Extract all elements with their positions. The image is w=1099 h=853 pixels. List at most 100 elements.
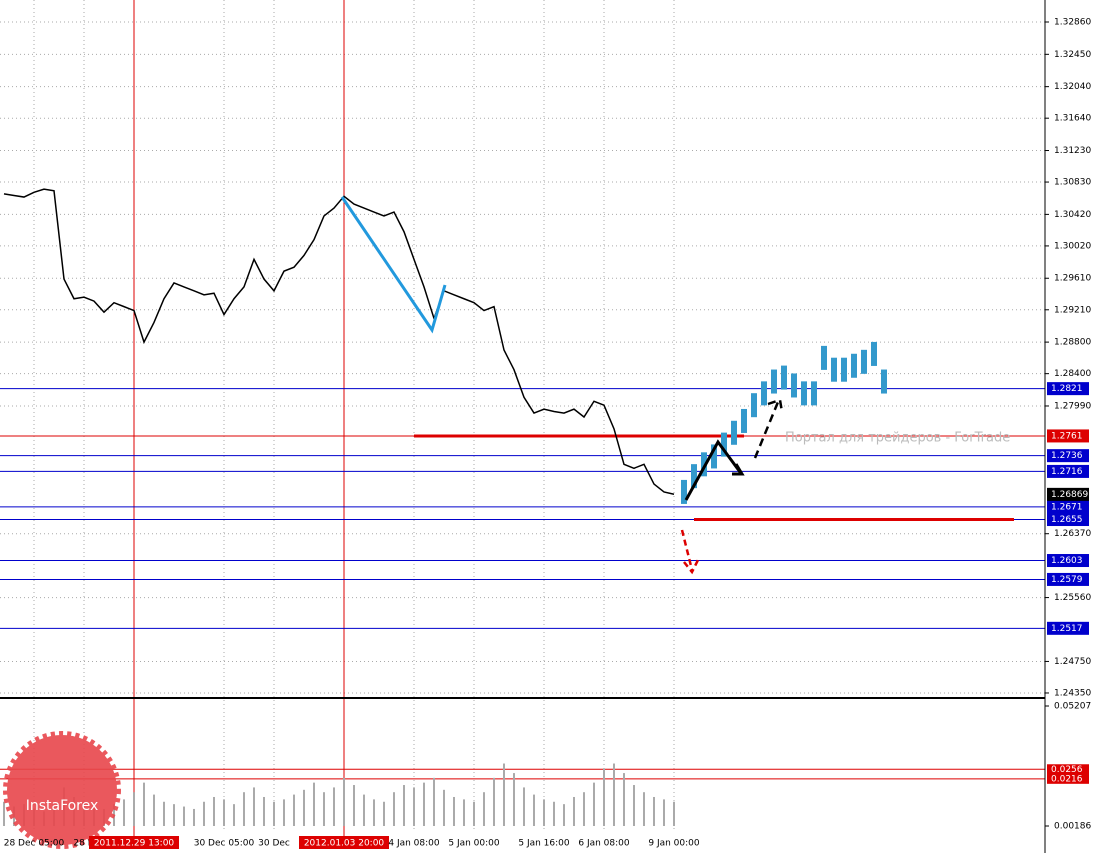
- volume-bar: [353, 785, 355, 826]
- volume-bar: [293, 794, 295, 826]
- volume-bar: [123, 799, 125, 826]
- x-tick-label: 5 Jan 00:00: [448, 839, 500, 849]
- level-label: 1.2716: [1051, 467, 1083, 477]
- volume-bar: [263, 796, 265, 826]
- level-label-bg: [1047, 382, 1089, 396]
- price-line: [3, 188, 675, 496]
- projection-bar: [681, 479, 687, 504]
- x-tick-label: 2012.01.03 20:00: [304, 839, 385, 849]
- volume-bar: [573, 796, 575, 826]
- level-label: 1.2603: [1051, 556, 1083, 566]
- level-label-bg: [1047, 449, 1089, 463]
- volume-bar: [313, 782, 315, 826]
- arrow-up: [684, 439, 745, 501]
- vol-level-bg: [1047, 764, 1089, 775]
- projection-bar: [691, 464, 697, 489]
- level-label: 1.2579: [1051, 575, 1083, 585]
- projection-bar: [841, 357, 847, 382]
- volume-bar: [443, 789, 445, 826]
- volume-bar: [233, 804, 235, 826]
- x-tick-label: 5 Jan 16:00: [518, 839, 570, 849]
- logo: InstaForex: [3, 731, 121, 849]
- volume-bar: [413, 787, 415, 826]
- volume-bar: [513, 773, 515, 826]
- vol-level-label: 0.0256: [1051, 765, 1083, 775]
- y-tick-label: 1.29610: [1054, 274, 1091, 284]
- volume-bar: [463, 799, 465, 826]
- y-tick-label: 1.32450: [1054, 50, 1091, 60]
- level-label: 1.2517: [1051, 624, 1083, 634]
- projection-bar: [771, 369, 777, 394]
- level-label: 1.2671: [1051, 502, 1083, 512]
- y-tick-label: 1.28800: [1054, 338, 1091, 348]
- volume-bar: [623, 773, 625, 826]
- volume-bar: [383, 801, 385, 826]
- volume-bar: [283, 799, 285, 826]
- volume-bar: [493, 777, 495, 826]
- volume-bar: [503, 763, 505, 826]
- level-label-bg: [1047, 429, 1089, 443]
- y-tick-label: 1.30830: [1054, 178, 1091, 188]
- vol-level-bg: [1047, 773, 1089, 784]
- y-tick-label: 1.28400: [1054, 369, 1091, 379]
- volume-bar: [403, 785, 405, 826]
- marker-label-bg: [89, 836, 179, 849]
- level-label-bg: [1047, 500, 1089, 514]
- volume-bar: [173, 804, 175, 826]
- projection-bar: [811, 381, 817, 406]
- volume-bar: [453, 796, 455, 826]
- x-tick-label: 30 Dec 05:00: [194, 839, 255, 849]
- projection-bar: [831, 357, 837, 382]
- projection-bar: [881, 369, 887, 394]
- volume-bar: [673, 801, 675, 826]
- volume-bar: [603, 768, 605, 826]
- y-tick-label: 1.24750: [1054, 657, 1091, 667]
- projection-bar: [851, 353, 857, 378]
- volume-bar: [483, 792, 485, 826]
- volume-bar: [323, 792, 325, 826]
- x-tick-label: 2011.12.29 13:00: [94, 839, 175, 849]
- volume-bar: [553, 801, 555, 826]
- volume-bar: [153, 794, 155, 826]
- y-tick-label: 1.31230: [1054, 146, 1091, 156]
- volume-bar: [643, 792, 645, 826]
- projection-bar: [821, 345, 827, 370]
- watermark: Портал для трейдеров - ForTrade: [785, 431, 1010, 446]
- wave-annotation: [340, 196, 447, 334]
- marker-label-bg: [299, 836, 389, 849]
- volume-bar: [583, 792, 585, 826]
- volume-bar: [593, 782, 595, 826]
- x-tick-label: 6 Jan 08:00: [578, 839, 630, 849]
- x-tick-label: 4 Jan 08:00: [388, 839, 440, 849]
- projection-bar: [861, 349, 867, 374]
- y-tick-label: 1.27990: [1054, 401, 1091, 411]
- projection-bar: [761, 381, 767, 406]
- projection-bar: [781, 365, 787, 390]
- volume-bar: [473, 801, 475, 826]
- last-price-bg: [1047, 487, 1089, 501]
- projection-bar: [791, 373, 797, 398]
- vol-tick-label: 0.00186: [1054, 822, 1091, 832]
- volume-bar: [3, 801, 5, 826]
- volume-bar: [433, 777, 435, 826]
- projection-bar: [801, 381, 807, 406]
- level-label-bg: [1047, 513, 1089, 527]
- x-tick-label: 30 Dec: [258, 839, 290, 849]
- vol-tick-label: 0.05207: [1054, 702, 1091, 712]
- y-tick-label: 1.32040: [1054, 82, 1091, 92]
- level-label-bg: [1047, 572, 1089, 586]
- volume-bar: [183, 806, 185, 826]
- volume-bar: [303, 789, 305, 826]
- volume-bar: [363, 794, 365, 826]
- volume-bar: [193, 808, 195, 826]
- volume-bar: [343, 777, 345, 826]
- arrow-down: [680, 529, 700, 575]
- projection-bar: [721, 432, 727, 457]
- volume-bar: [163, 801, 165, 826]
- y-tick-label: 1.25560: [1054, 593, 1091, 603]
- volume-bar: [523, 787, 525, 826]
- y-tick-label: 1.24350: [1054, 688, 1091, 698]
- y-tick-label: 1.31640: [1054, 114, 1091, 124]
- volume-bar: [253, 787, 255, 826]
- volume-bar: [613, 763, 615, 826]
